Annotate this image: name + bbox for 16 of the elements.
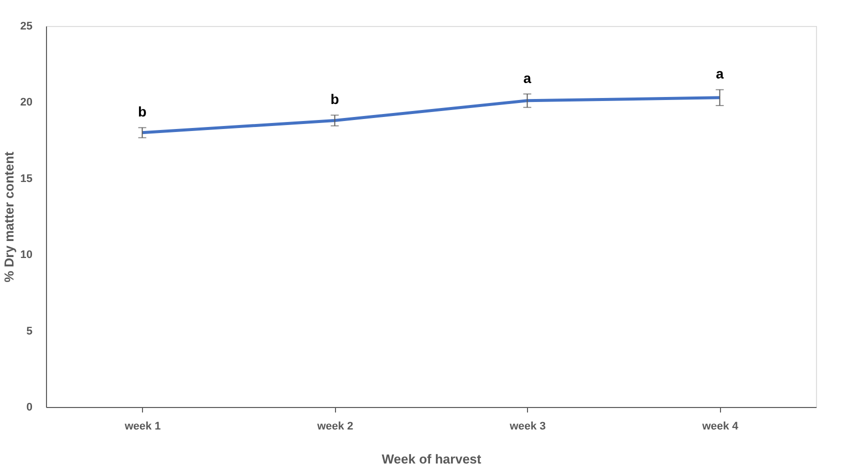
x-tick-label: week 2 [316,420,354,432]
y-axis-title: % Dry matter content [1,150,16,282]
y-tick-label: 10 [20,249,32,262]
y-tick-label: 25 [20,20,32,32]
annotation: b [330,91,340,108]
annotation: b [138,104,147,120]
y-tick-label: 5 [26,325,32,338]
x-tick-label: week 4 [701,420,740,432]
annotation: a [523,70,532,86]
x-axis-title: Week of harvest [382,452,482,466]
x-tick-label: week 3 [508,420,546,432]
y-tick-label: 15 [20,172,32,185]
annotation: a [716,66,724,82]
x-tick-label: week 1 [124,420,161,432]
y-tick-label: 0 [26,402,32,414]
y-tick-label: 20 [20,96,32,109]
